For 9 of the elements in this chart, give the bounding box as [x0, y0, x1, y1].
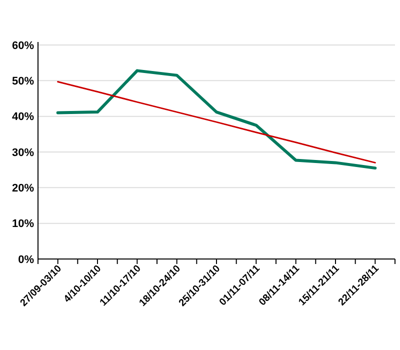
line-series	[57, 80, 376, 164]
line-series	[56, 69, 377, 170]
y-tick-label: 10%	[12, 218, 34, 230]
y-tick-label: 60%	[12, 40, 34, 52]
y-tick-label: 50%	[12, 76, 34, 88]
y-tick-label: 40%	[12, 111, 34, 124]
y-tick-label: 30%	[12, 146, 34, 159]
y-tick-label: 0%	[18, 254, 34, 266]
y-tick-label: 20%	[12, 182, 34, 195]
